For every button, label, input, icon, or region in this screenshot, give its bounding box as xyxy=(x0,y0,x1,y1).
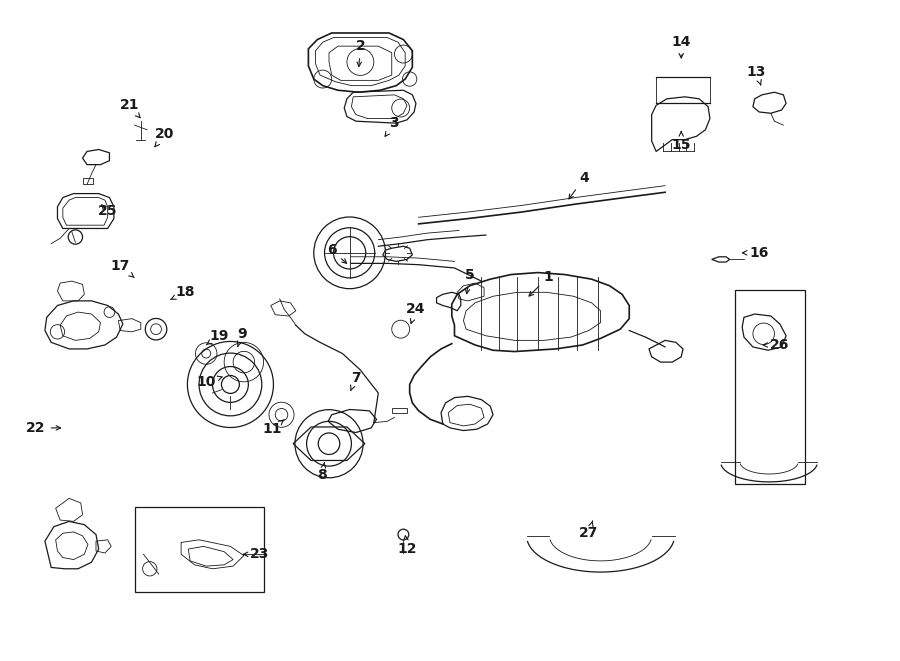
Text: 21: 21 xyxy=(120,98,140,118)
Text: 19: 19 xyxy=(206,329,229,345)
Text: 5: 5 xyxy=(464,268,474,293)
Text: 6: 6 xyxy=(327,243,346,263)
Text: 14: 14 xyxy=(671,35,691,58)
Text: 27: 27 xyxy=(580,521,598,540)
Bar xyxy=(735,290,805,484)
Text: 25: 25 xyxy=(98,204,117,217)
Text: 20: 20 xyxy=(155,128,175,147)
Text: 8: 8 xyxy=(317,463,327,483)
Text: 15: 15 xyxy=(671,132,691,152)
Text: 24: 24 xyxy=(406,303,426,323)
Text: 7: 7 xyxy=(351,371,361,391)
Text: 11: 11 xyxy=(263,420,284,436)
Text: 10: 10 xyxy=(196,375,222,389)
Text: 4: 4 xyxy=(569,171,590,199)
Text: 1: 1 xyxy=(529,270,554,296)
Text: 13: 13 xyxy=(747,65,766,85)
Text: 16: 16 xyxy=(742,246,769,260)
Bar xyxy=(134,507,265,592)
Text: 18: 18 xyxy=(170,286,195,299)
Text: 3: 3 xyxy=(385,116,400,136)
Text: 26: 26 xyxy=(763,338,789,352)
Text: 9: 9 xyxy=(238,327,247,346)
Text: 12: 12 xyxy=(397,535,417,556)
Text: 22: 22 xyxy=(26,421,60,435)
Text: 17: 17 xyxy=(111,259,134,278)
Text: 2: 2 xyxy=(356,39,365,67)
Text: 23: 23 xyxy=(243,547,270,561)
